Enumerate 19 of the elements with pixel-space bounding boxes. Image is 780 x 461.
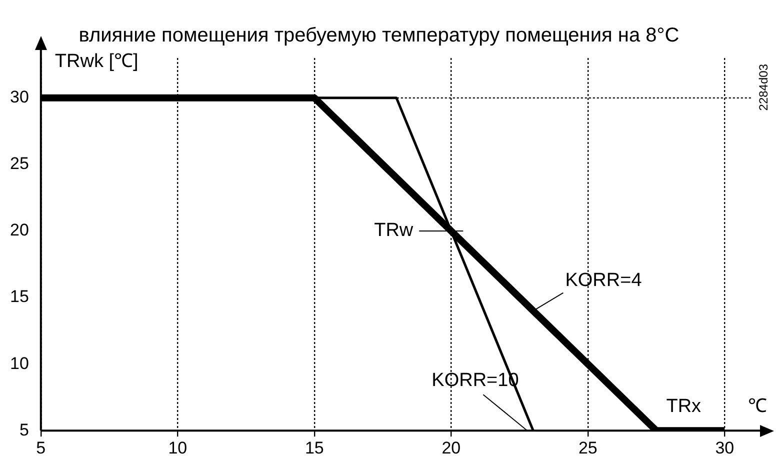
- x-tick-label: 10: [168, 438, 188, 458]
- x-tick-label: 20: [442, 438, 461, 458]
- chart-title: влияние помещения требуемую температуру помещения на 8°С: [78, 24, 680, 47]
- x-tick-label: 5: [36, 438, 46, 458]
- y-tick-label: 5: [19, 420, 29, 440]
- y-tick-label: 30: [10, 88, 29, 107]
- annotation: TRw: [374, 220, 414, 242]
- x-tick-label: 25: [578, 438, 598, 458]
- x-axis-title: ℃: [748, 396, 767, 417]
- series-label: KORR=4: [565, 270, 642, 292]
- y-axis-title: TRwk [℃]: [54, 51, 138, 72]
- y-tick-label: 10: [10, 354, 29, 373]
- x-tick-label: 15: [304, 438, 324, 458]
- y-tick-label: 15: [10, 287, 29, 306]
- text: 2284d03: [756, 64, 770, 111]
- y-tick-label: 20: [10, 220, 29, 240]
- x-tick-label: 30: [715, 438, 734, 458]
- annotation: TRx: [666, 396, 702, 417]
- y-tick-label: 25: [10, 154, 29, 174]
